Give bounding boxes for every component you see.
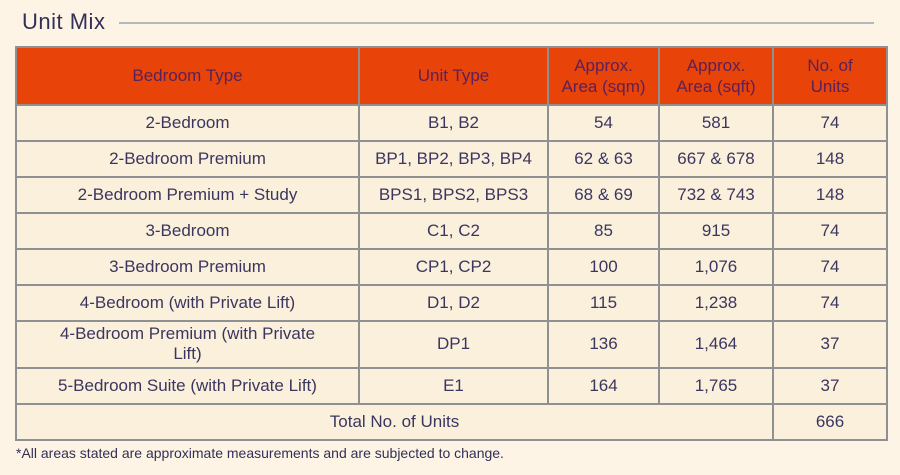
cell-unit-type: D1, D2 (358, 284, 549, 322)
cell-bedroom-type: 4-Bedroom Premium (with Private Lift) (15, 320, 360, 369)
total-units-value: 666 (772, 402, 888, 441)
cell-unit-type: CP1, CP2 (358, 248, 549, 286)
cell-unit-type: DP1 (358, 320, 549, 369)
page-title: Unit Mix (22, 9, 106, 34)
cell-units: 74 (772, 212, 888, 250)
cell-units: 74 (772, 284, 888, 322)
cell-area-sqft: 732 & 743 (658, 176, 774, 214)
cell-bedroom-type: 2-Bedroom (15, 104, 360, 142)
cell-area-sqm: 62 & 63 (547, 140, 660, 178)
column-header-label-line1: No. of (807, 55, 853, 75)
column-header-label: Bedroom Type (132, 66, 243, 86)
title-row: Unit Mix (22, 6, 886, 38)
cell-area-sqft: 581 (658, 104, 774, 142)
column-header-label-line1: Approx. (686, 55, 746, 75)
column-header-label-line2: Area (sqft) (676, 77, 756, 96)
cell-unit-type: B1, B2 (358, 104, 549, 142)
unit-mix-table: Bedroom Type Unit Type Approx. Area (sqm… (15, 46, 888, 441)
cell-bedroom-type: 2-Bedroom Premium + Study (15, 176, 360, 214)
cell-bedroom-type: 5-Bedroom Suite (with Private Lift) (15, 366, 360, 405)
table-row: 2-Bedroom B1, B2 54 581 74 (15, 104, 888, 142)
cell-units: 148 (772, 140, 888, 178)
cell-area-sqft: 915 (658, 212, 774, 250)
cell-unit-type: C1, C2 (358, 212, 549, 250)
cell-bedroom-type: 3-Bedroom (15, 212, 360, 250)
table-row: 5-Bedroom Suite (with Private Lift) E1 1… (15, 366, 888, 405)
cell-bedroom-type: 2-Bedroom Premium (15, 140, 360, 178)
cell-unit-type: E1 (358, 366, 549, 405)
column-header-area-sqm: Approx. Area (sqm) (547, 46, 660, 106)
column-header-label-line2: Area (sqm) (561, 77, 646, 96)
cell-unit-type: BP1, BP2, BP3, BP4 (358, 140, 549, 178)
total-row: Total No. of Units 666 (15, 402, 888, 441)
cell-unit-type: BPS1, BPS2, BPS3 (358, 176, 549, 214)
total-label: Total No. of Units (15, 402, 774, 441)
cell-bedroom-type: 3-Bedroom Premium (15, 248, 360, 286)
cell-units: 37 (772, 320, 888, 369)
table-row: 2-Bedroom Premium + Study BPS1, BPS2, BP… (15, 176, 888, 214)
cell-area-sqm: 68 & 69 (547, 176, 660, 214)
cell-area-sqm: 115 (547, 284, 660, 322)
column-header-no-of-units: No. of Units (772, 46, 888, 106)
header-row: Bedroom Type Unit Type Approx. Area (sqm… (15, 46, 888, 106)
footnote: *All areas stated are approximate measur… (16, 444, 504, 461)
cell-area-sqm: 85 (547, 212, 660, 250)
cell-bedroom-type-text: 4-Bedroom Premium (with Private Lift) (59, 324, 316, 364)
cell-bedroom-type: 4-Bedroom (with Private Lift) (15, 284, 360, 322)
cell-units: 148 (772, 176, 888, 214)
cell-area-sqft: 1,765 (658, 366, 774, 405)
column-header-label: Unit Type (417, 66, 490, 86)
table-row: 4-Bedroom (with Private Lift) D1, D2 115… (15, 284, 888, 322)
column-header-label-line2: Units (810, 77, 850, 96)
column-header-area-sqft: Approx. Area (sqft) (658, 46, 774, 106)
cell-area-sqft: 1,238 (658, 284, 774, 322)
table-row: 3-Bedroom C1, C2 85 915 74 (15, 212, 888, 250)
table-row: 2-Bedroom Premium BP1, BP2, BP3, BP4 62 … (15, 140, 888, 178)
column-header-unit-type: Unit Type (358, 46, 549, 106)
column-header-label-line1: Approx. (574, 55, 633, 75)
cell-area-sqft: 1,076 (658, 248, 774, 286)
cell-area-sqm: 54 (547, 104, 660, 142)
cell-units: 37 (772, 366, 888, 405)
cell-area-sqm: 164 (547, 366, 660, 405)
column-header-bedroom-type: Bedroom Type (15, 46, 360, 106)
cell-area-sqft: 667 & 678 (658, 140, 774, 178)
table-row: 3-Bedroom Premium CP1, CP2 100 1,076 74 (15, 248, 888, 286)
cell-area-sqm: 136 (547, 320, 660, 369)
title-divider (119, 22, 874, 24)
cell-units: 74 (772, 248, 888, 286)
cell-area-sqm: 100 (547, 248, 660, 286)
cell-area-sqft: 1,464 (658, 320, 774, 369)
table-row: 4-Bedroom Premium (with Private Lift) DP… (15, 320, 888, 369)
cell-units: 74 (772, 104, 888, 142)
